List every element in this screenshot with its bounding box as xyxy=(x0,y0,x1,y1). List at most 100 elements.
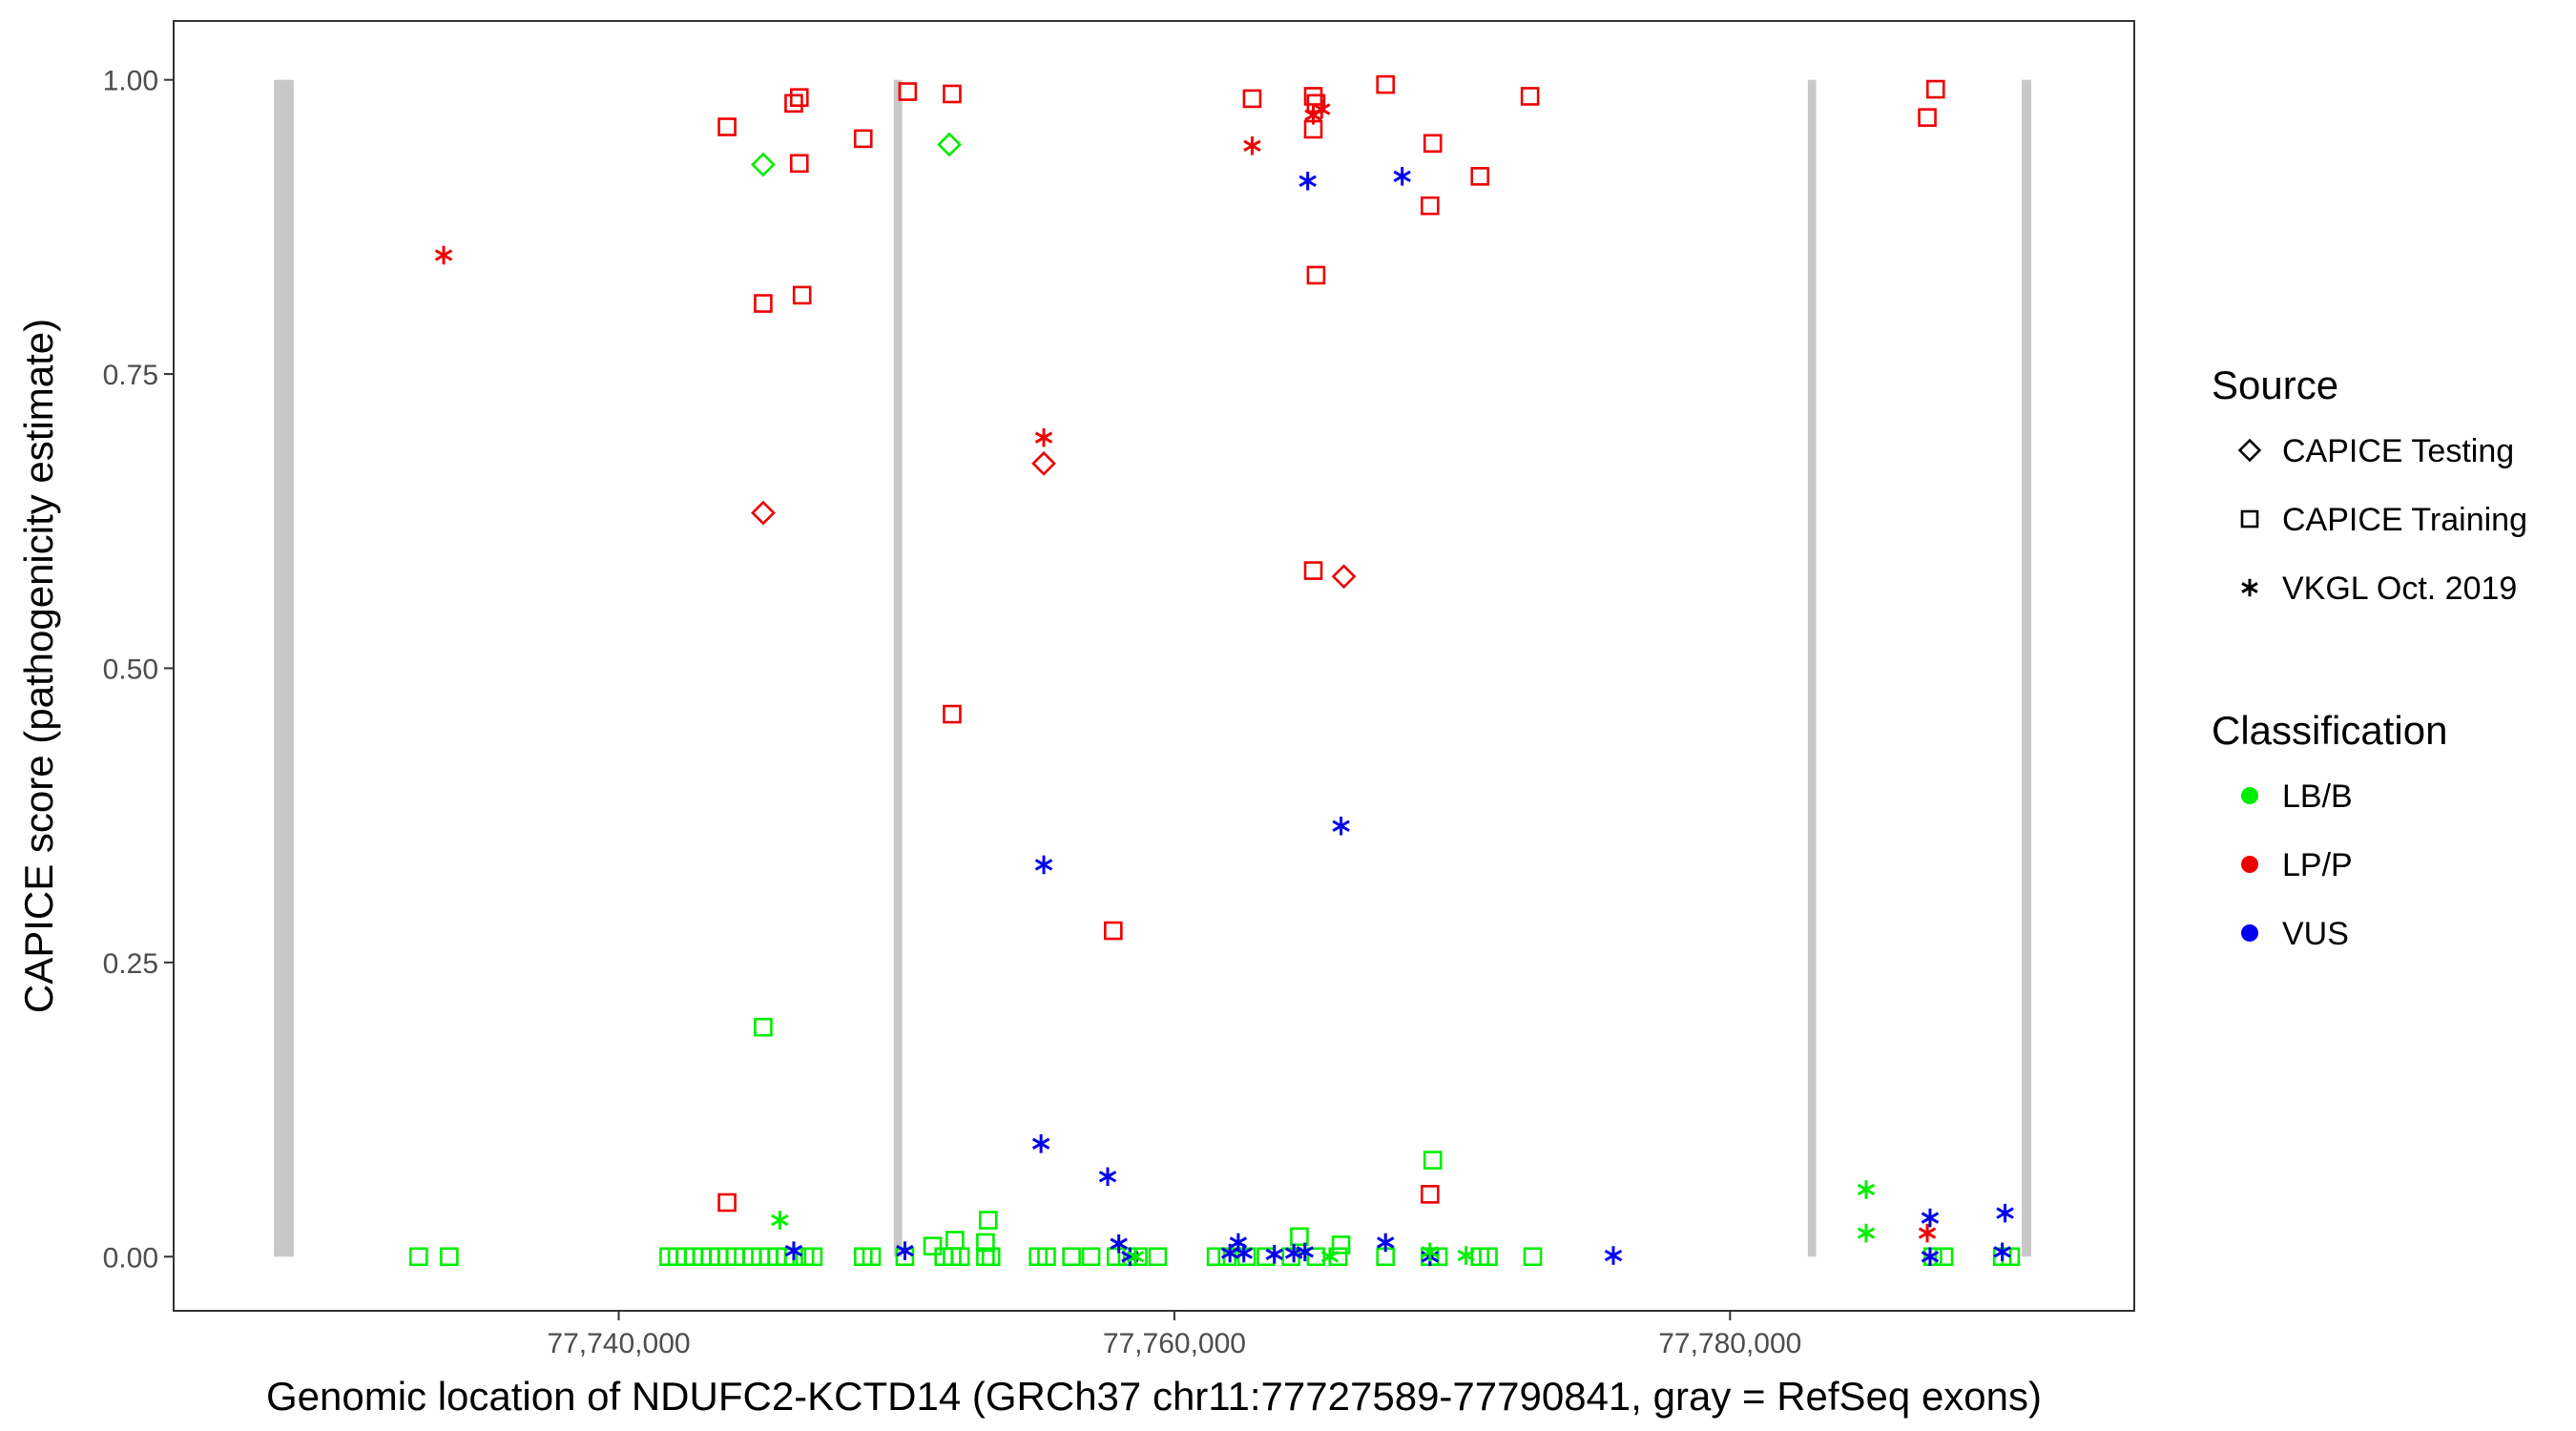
data-point-capice-training-lp-p-23 xyxy=(717,1192,737,1213)
data-point-capice-training-lp-p-14 xyxy=(1421,196,1440,216)
legend-key-lb-b xyxy=(2241,787,2258,804)
exon-bands xyxy=(274,79,2031,1257)
data-point-vkgl-oct-2019-lb-b-7 xyxy=(1857,1223,1876,1243)
data-point-vkgl-oct-2019-vus-23 xyxy=(1921,1247,1940,1267)
data-point-capice-training-lp-p-5 xyxy=(853,129,873,149)
data-point-capice-training-lp-p-12 xyxy=(1376,74,1396,94)
data-point-capice-training-lb-b-43 xyxy=(1148,1247,1168,1267)
data-point-vkgl-oct-2019-vus-20 xyxy=(1921,1208,1940,1228)
data-point-capice-training-lb-b-7 xyxy=(1290,1227,1309,1247)
legend-key-square xyxy=(2240,509,2259,529)
exon-band-2 xyxy=(893,79,903,1257)
data-point-vkgl-oct-2019-vus-2 xyxy=(1393,167,1411,186)
y-tick-label: 0.75 xyxy=(103,360,158,391)
data-point-capice-training-lb-b-5 xyxy=(923,1236,943,1255)
data-point-capice-training-lb-b-29 xyxy=(862,1247,882,1267)
data-point-capice-training-lb-b-57 xyxy=(1923,1247,1942,1267)
legend-source-items: CAPICE Testing CAPICE Training VKGL Oct. 2… xyxy=(2237,433,2527,607)
data-point-vkgl-oct-2019-lb-b-2 xyxy=(1126,1247,1145,1267)
legend-classification-items: LB/B LP/P VUS xyxy=(2241,778,2353,952)
data-point-capice-training-lb-b-40 xyxy=(1106,1247,1126,1267)
data-point-vkgl-oct-2019-lp-p-2 xyxy=(1034,427,1053,447)
y-tick-label: 1.00 xyxy=(103,66,158,97)
x-tick-label: 77,740,000 xyxy=(547,1328,690,1359)
legend: Source CAPICE Testing CAPICE Training VKGL… xyxy=(2212,363,2527,952)
data-point-capice-training-lb-b-38 xyxy=(1062,1247,1081,1267)
data-point-capice-training-lb-b-6 xyxy=(976,1233,995,1253)
data-point-vkgl-oct-2019-vus-19 xyxy=(1604,1246,1623,1265)
data-point-vkgl-oct-2019-lp-p-3 xyxy=(1243,135,1261,156)
data-point-vkgl-oct-2019-vus-10 xyxy=(784,1241,803,1260)
data-point-vkgl-oct-2019-vus-5 xyxy=(1031,1134,1050,1153)
legend-key-diamond xyxy=(2237,438,2262,463)
y-tick-label: 0.00 xyxy=(103,1242,158,1274)
y-tick-label: 0.50 xyxy=(103,653,158,685)
data-point-capice-training-lb-b-35 xyxy=(981,1247,1001,1267)
legend-key-lp-p xyxy=(2241,856,2258,873)
data-point-vkgl-oct-2019-vus-11 xyxy=(896,1241,914,1260)
data-point-capice-training-lb-b-37 xyxy=(1037,1247,1056,1267)
data-point-vkgl-oct-2019-lb-b-6 xyxy=(1857,1180,1876,1199)
legend-label-asterisk: VKGL Oct. 2019 xyxy=(2282,570,2517,607)
data-point-capice-training-lb-b-3 xyxy=(978,1211,998,1230)
data-point-capice-training-lp-p-24 xyxy=(1421,1185,1440,1204)
data-point-vkgl-oct-2019-vus-7 xyxy=(1110,1234,1128,1254)
data-point-capice-training-lp-p-18 xyxy=(754,294,773,313)
data-point-vkgl-oct-2019-vus-4 xyxy=(1034,855,1053,875)
x-axis-title: Genomic location of NDUFC2-KCTD14 (GRCh3… xyxy=(266,1374,2042,1419)
data-point-capice-training-lp-p-20 xyxy=(1303,561,1323,580)
plot-panel-border xyxy=(173,20,2135,1312)
x-axis-ticks: 77,740,000 77,760,000 77,780,000 xyxy=(547,1311,1801,1359)
data-point-vkgl-oct-2019-lb-b-3 xyxy=(1320,1247,1340,1267)
data-point-capice-training-lp-p-25 xyxy=(1918,108,1937,127)
data-point-capice-training-lb-b-33 xyxy=(950,1247,970,1267)
data-point-capice-training-lb-b-8 xyxy=(1331,1235,1351,1255)
x-tick-label: 77,780,000 xyxy=(1658,1328,1801,1359)
data-point-capice-training-lp-p-22 xyxy=(1104,921,1123,941)
data-point-capice-training-lp-p-4 xyxy=(789,154,809,174)
legend-title-source: Source xyxy=(2212,363,2338,407)
data-point-capice-training-lp-p-19 xyxy=(792,285,812,305)
data-point-capice-training-lb-b-27 xyxy=(803,1247,823,1267)
data-point-capice-testing-lp-p-2 xyxy=(1031,450,1056,476)
data-point-vkgl-oct-2019-vus-6 xyxy=(1098,1167,1117,1187)
data-point-capice-testing-lp-p-3 xyxy=(1331,564,1357,590)
data-point-capice-training-lp-p-15 xyxy=(1470,167,1490,186)
data-point-capice-testing-lb-b-1 xyxy=(751,152,776,177)
legend-key-asterisk xyxy=(2241,578,2258,597)
exon-band-1 xyxy=(274,79,294,1257)
exon-band-3 xyxy=(1807,79,1817,1257)
data-point-vkgl-oct-2019-lp-p-1 xyxy=(434,245,453,265)
y-tick-label: 0.25 xyxy=(103,948,158,980)
data-point-vkgl-oct-2019-lb-b-5 xyxy=(1457,1246,1475,1265)
legend-label-lb-b: LB/B xyxy=(2282,778,2353,815)
data-point-vkgl-oct-2019-vus-3 xyxy=(1332,816,1350,836)
data-point-vkgl-oct-2019-vus-15 xyxy=(1265,1245,1283,1264)
data-point-vkgl-oct-2019-lp-p-6 xyxy=(1918,1223,1937,1243)
data-point-capice-training-lp-p-17 xyxy=(1306,265,1326,285)
data-point-capice-training-lp-p-16 xyxy=(1520,87,1540,106)
data-point-capice-training-lp-p-21 xyxy=(943,704,962,724)
legend-key-vus xyxy=(2241,924,2258,942)
data-point-capice-training-lb-b-1 xyxy=(754,1017,773,1037)
data-point-vkgl-oct-2019-vus-8 xyxy=(1377,1233,1395,1253)
data-point-vkgl-oct-2019-lp-p-5 xyxy=(1313,99,1331,119)
y-axis-ticks: 0.00 0.25 0.50 0.75 1.00 xyxy=(103,66,174,1274)
x-tick-label: 77,760,000 xyxy=(1103,1328,1246,1359)
data-point-vkgl-oct-2019-vus-13 xyxy=(1220,1243,1239,1263)
data-point-capice-testing-lb-b-2 xyxy=(937,132,962,157)
data-point-vkgl-oct-2019-vus-14 xyxy=(1235,1243,1253,1263)
data-point-capice-training-lp-p-2 xyxy=(784,93,803,114)
legend-label-square: CAPICE Training xyxy=(2282,502,2527,538)
data-point-capice-training-lb-b-9 xyxy=(409,1247,428,1267)
data-points xyxy=(409,74,2021,1267)
data-point-capice-training-lp-p-8 xyxy=(1242,89,1262,109)
data-point-capice-training-lb-b-58 xyxy=(1934,1247,1954,1267)
data-point-capice-training-lb-b-10 xyxy=(440,1247,459,1267)
data-point-vkgl-oct-2019-vus-22 xyxy=(1993,1242,2011,1262)
data-point-capice-training-lb-b-55 xyxy=(1479,1247,1498,1267)
data-point-vkgl-oct-2019-vus-1 xyxy=(1298,171,1317,191)
data-point-capice-training-lb-b-49 xyxy=(1306,1247,1326,1267)
